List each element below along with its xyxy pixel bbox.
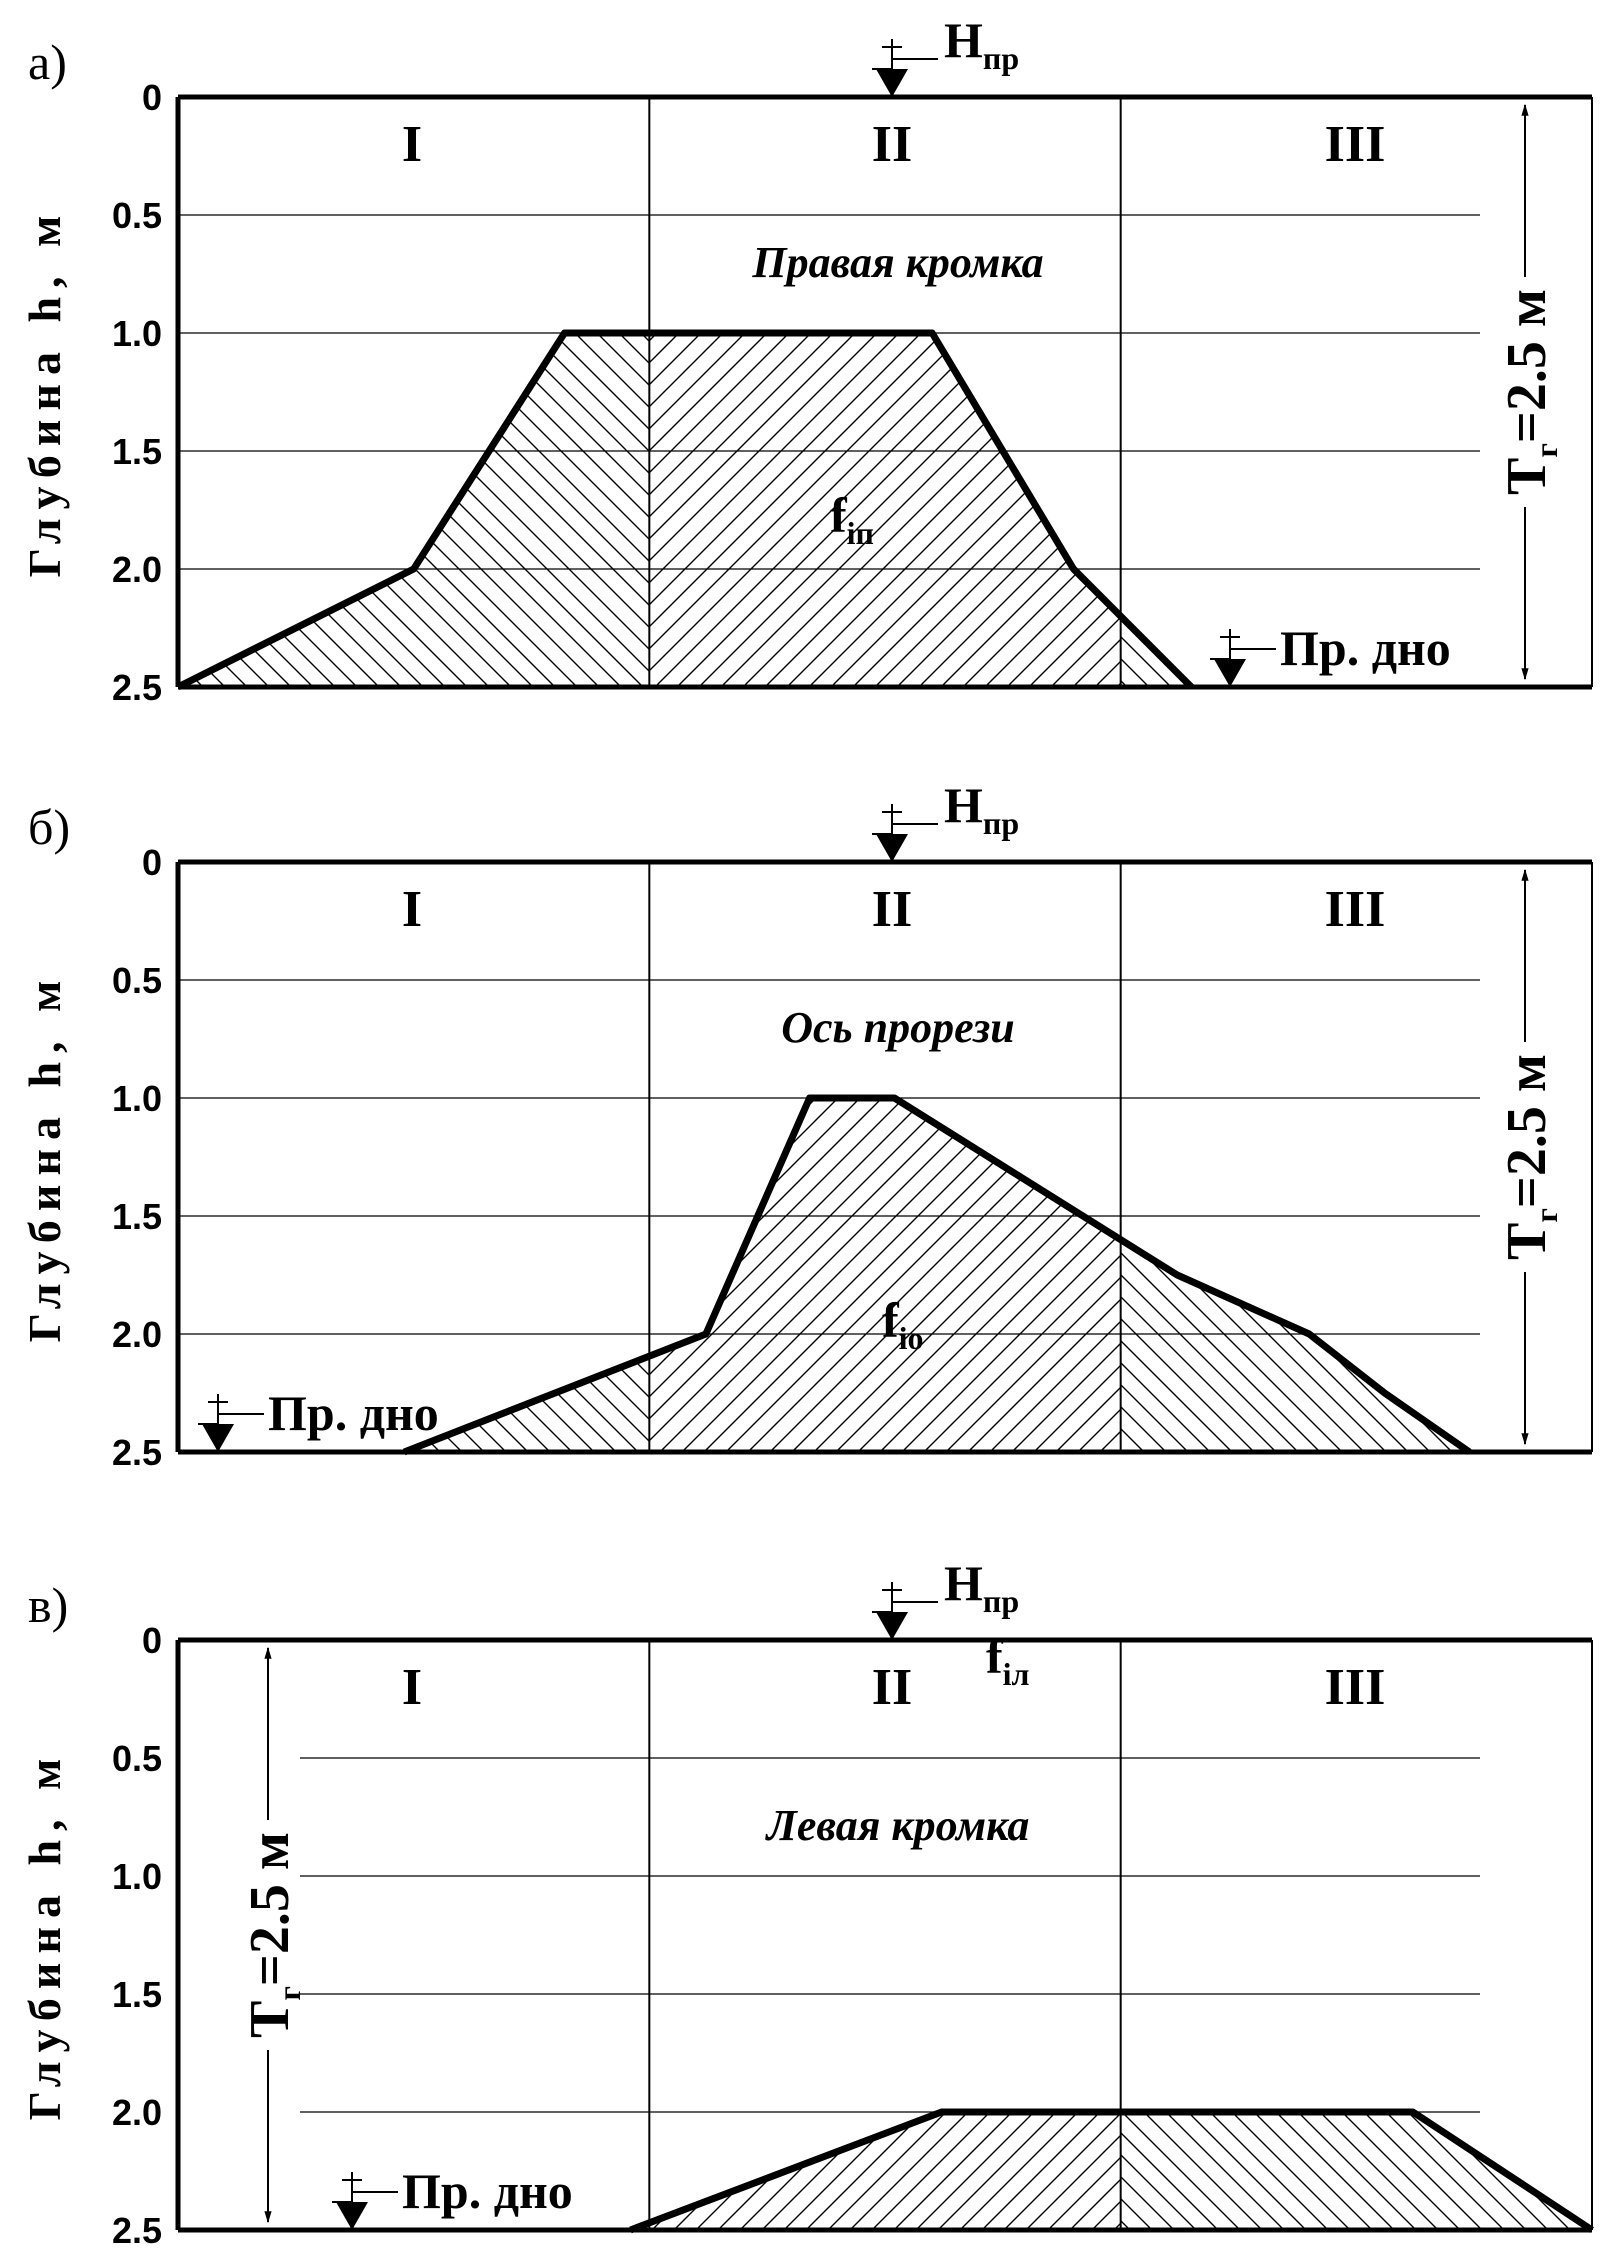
zone-label: III bbox=[1325, 881, 1386, 938]
zone-label: III bbox=[1325, 1659, 1386, 1716]
depth-label-main: Т bbox=[1496, 458, 1558, 495]
zone-label: I bbox=[402, 1659, 422, 1716]
hatch-group bbox=[178, 333, 1192, 687]
panel-1: а)Глубина h, м00.51.01.52.02.5I II IIIПрав… bbox=[19, 12, 1593, 708]
y-tick-label: 1.5 bbox=[112, 1974, 162, 2015]
design-bottom-label: Пр. дно bbox=[402, 2163, 573, 2219]
profile-outline bbox=[176, 329, 1194, 691]
y-tick-label: 0 bbox=[142, 1620, 162, 1661]
water-level-label-sub: пр bbox=[983, 1583, 1019, 1619]
area-label-main: f bbox=[830, 487, 848, 543]
zone-label: II bbox=[872, 1659, 912, 1716]
water-level-mark-triangle bbox=[876, 69, 908, 97]
hatch-zone-II bbox=[649, 2112, 1121, 2230]
area-label: fiо bbox=[882, 1292, 924, 1356]
y-tick-label: 1.5 bbox=[112, 1196, 162, 1237]
panel-title: Ось прорези bbox=[781, 1003, 1014, 1052]
water-level-label: Нпр bbox=[944, 12, 1019, 76]
y-tick-label: 0 bbox=[142, 842, 162, 883]
y-tick-label: 2.0 bbox=[112, 2092, 162, 2133]
hatch-group bbox=[404, 1098, 1470, 1452]
y-tick-label: 0.5 bbox=[112, 960, 162, 1001]
depth-label-value: =2.5 м bbox=[239, 1832, 301, 1986]
y-tick-label: 0.5 bbox=[112, 195, 162, 236]
design-bottom-label: Пр. дно bbox=[1280, 620, 1451, 676]
y-tick-label: 2.5 bbox=[112, 2210, 162, 2251]
design-bottom-mark-triangle bbox=[1214, 659, 1246, 687]
water-level-mark-triangle bbox=[876, 834, 908, 862]
panel-title: Левая кромка bbox=[765, 1801, 1030, 1850]
y-axis-label: Глубина h, м bbox=[19, 972, 70, 1343]
water-level-label-sub: пр bbox=[983, 40, 1019, 76]
depth-label: Тг=2.5 м bbox=[1496, 1054, 1564, 1260]
hatch-zone-II bbox=[649, 1098, 1121, 1452]
zone-label: I bbox=[402, 881, 422, 938]
panel-letter: в) bbox=[28, 1577, 68, 1633]
design-bottom-mark-triangle bbox=[336, 2202, 368, 2230]
panel-title: Правая кромка bbox=[751, 238, 1043, 287]
water-level-label-sub: пр bbox=[983, 805, 1019, 841]
panel-letter: а) bbox=[28, 34, 67, 90]
y-tick-label: 0 bbox=[142, 77, 162, 118]
depth-label-sub: г bbox=[271, 1986, 307, 2001]
hatch-zone-I bbox=[404, 1098, 650, 1452]
y-tick-label: 1.0 bbox=[112, 1856, 162, 1897]
depth-label-sub: г bbox=[1528, 443, 1564, 458]
depth-label: Тг=2.5 м bbox=[239, 1832, 307, 2038]
depth-label: Тг=2.5 м bbox=[1496, 289, 1564, 495]
water-level-label-main: Н bbox=[944, 777, 983, 833]
y-tick-label: 2.5 bbox=[112, 1432, 162, 1473]
y-axis-label: Глубина h, м bbox=[19, 207, 70, 578]
y-tick-label: 0.5 bbox=[112, 1738, 162, 1779]
hatch-group bbox=[630, 2112, 1592, 2230]
hatch-zone-III bbox=[1120, 2112, 1592, 2230]
zone-label: I bbox=[402, 116, 422, 173]
panel-2: б)Глубина h, м00.51.01.52.02.5I II IIIОсь … bbox=[19, 777, 1593, 1473]
y-tick-label: 2.0 bbox=[112, 1314, 162, 1355]
water-level-label: Нпр bbox=[944, 1555, 1019, 1619]
area-label: fiп bbox=[830, 487, 874, 551]
y-tick-label: 2.5 bbox=[112, 667, 162, 708]
hatch-zone-II bbox=[649, 333, 1121, 687]
water-level-label-main: Н bbox=[944, 12, 983, 68]
y-tick-label: 2.0 bbox=[112, 549, 162, 590]
area-label-main: f bbox=[882, 1292, 900, 1348]
y-tick-label: 1.0 bbox=[112, 1078, 162, 1119]
water-level-label-main: Н bbox=[944, 1555, 983, 1611]
area-label-sub: iл bbox=[1003, 1656, 1030, 1692]
y-tick-label: 1.5 bbox=[112, 431, 162, 472]
depth-label-sub: г bbox=[1528, 1208, 1564, 1223]
area-label-sub: iо bbox=[899, 1320, 924, 1356]
zone-label: II bbox=[872, 881, 912, 938]
hatch-zone-I bbox=[178, 333, 650, 687]
profile-outline bbox=[629, 2108, 1594, 2234]
water-level-label: Нпр bbox=[944, 777, 1019, 841]
depth-label-value: =2.5 м bbox=[1496, 1054, 1558, 1208]
zone-label: III bbox=[1325, 116, 1386, 173]
zone-label: II bbox=[872, 116, 912, 173]
depth-label-main: Т bbox=[239, 2001, 301, 2038]
profile-outline bbox=[402, 1094, 1472, 1456]
depth-label-value: =2.5 м bbox=[1496, 289, 1558, 443]
design-bottom-label: Пр. дно bbox=[268, 1385, 439, 1441]
panel-3: в)Глубина h, м00.51.01.52.02.5I II IIIЛева… bbox=[19, 1555, 1594, 2251]
depth-label-main: Т bbox=[1496, 1223, 1558, 1260]
area-label-sub: iп bbox=[847, 515, 874, 551]
y-tick-label: 1.0 bbox=[112, 313, 162, 354]
area-label: fiл bbox=[986, 1628, 1030, 1692]
water-level-mark-triangle bbox=[876, 1612, 908, 1640]
area-label-main: f bbox=[986, 1628, 1004, 1684]
panel-letter: б) bbox=[28, 799, 70, 855]
design-bottom-mark-triangle bbox=[202, 1424, 234, 1452]
y-axis-label: Глубина h, м bbox=[19, 1750, 70, 2121]
